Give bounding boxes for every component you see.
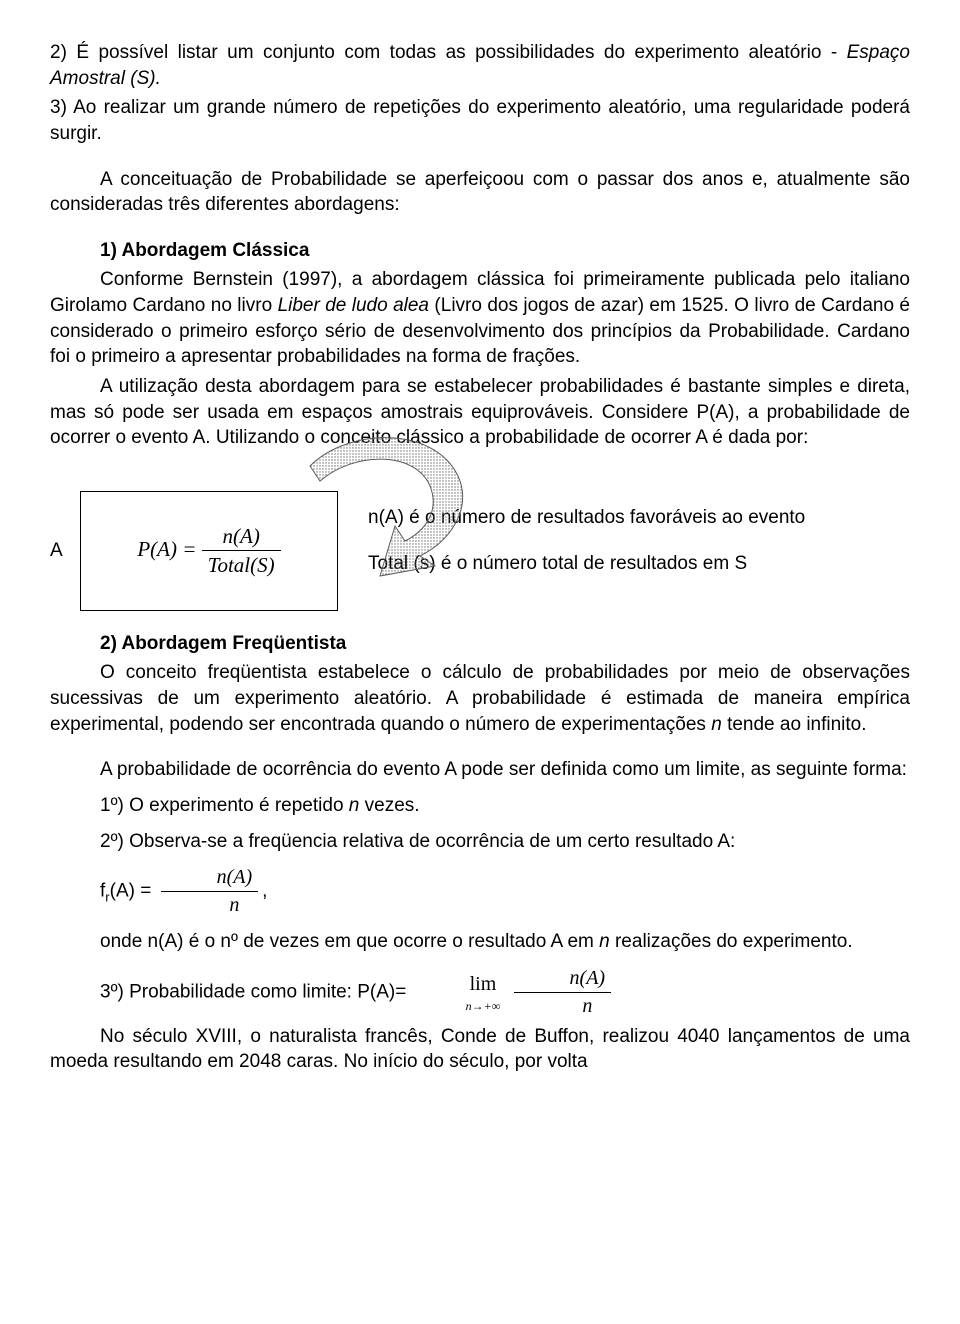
lim-bot: n→+∞: [416, 998, 501, 1014]
buffon-paragraph: No século XVIII, o naturalista francês, …: [50, 1024, 910, 1075]
step-2: 2º) Observa-se a freqüencia relativa de …: [50, 829, 910, 855]
fr-comma: ,: [262, 881, 267, 902]
fr-fraction: n(A) n: [161, 864, 259, 919]
freq-paragraph-1: O conceito freqüentista estabelece o cál…: [50, 660, 910, 737]
lim-top: lim: [416, 971, 501, 998]
heading-frequentista: 2) Abordagem Freqüentista: [50, 631, 910, 657]
list-item-3: 3) Ao realizar um grande número de repet…: [50, 95, 910, 146]
formula-box: P(A) = n(A) Total(S): [80, 491, 338, 611]
fr-den: n: [161, 892, 259, 919]
relative-frequency-formula: fr(A) = n(A) n ,: [50, 864, 910, 919]
list-item-2: 2) É possível listar um conjunto com tod…: [50, 40, 910, 91]
step1a: 1º) O experimento é repetido: [100, 795, 349, 816]
step1-italic: n: [349, 795, 360, 816]
fr-desc-italic: n: [599, 931, 610, 952]
freq-p1b: tende ao infinito.: [722, 714, 867, 735]
intro-paragraph: A conceituação de Probabilidade se aperf…: [50, 167, 910, 218]
lim-fraction: n(A) n: [514, 965, 612, 1020]
classica-p1-italic: Liber de ludo alea: [278, 295, 429, 316]
lim-den: n: [514, 993, 612, 1020]
fr-desc-b: realizações do experimento.: [610, 931, 853, 952]
freq-p1-italic: n: [711, 714, 722, 735]
step-3: 3º) Probabilidade como limite: P(A)= lim…: [50, 965, 910, 1020]
limit-block: lim n→+∞: [416, 971, 501, 1014]
formula-den: Total(S): [202, 551, 281, 579]
step-1: 1º) O experimento é repetido n vezes.: [50, 793, 910, 819]
step1b: vezes.: [359, 795, 419, 816]
formula-lhs: P(A) =: [137, 537, 196, 561]
step3-text: 3º) Probabilidade como limite: P(A)=: [100, 981, 406, 1002]
fr-desc-a: onde n(A) é o nº de vezes em que ocorre …: [100, 931, 599, 952]
formula-row: A P(A) = n(A) Total(S) n(A) é o número d…: [50, 491, 910, 611]
item2-text: 2) É possível listar um conjunto com tod…: [50, 42, 847, 63]
freq-paragraph-2: A probabilidade de ocorrência do evento …: [50, 757, 910, 783]
fr-description: onde n(A) é o nº de vezes em que ocorre …: [50, 929, 910, 955]
lim-num: n(A): [514, 965, 612, 993]
classica-paragraph-1: Conforme Bernstein (1997), a abordagem c…: [50, 267, 910, 370]
formula-fraction: n(A) Total(S): [202, 522, 281, 580]
fr-label-b: (A) =: [110, 881, 157, 902]
heading-classica: 1) Abordagem Clássica: [50, 238, 910, 264]
variable-a-label: A: [50, 538, 70, 564]
formula-num: n(A): [202, 522, 281, 551]
fr-num: n(A): [161, 864, 259, 892]
